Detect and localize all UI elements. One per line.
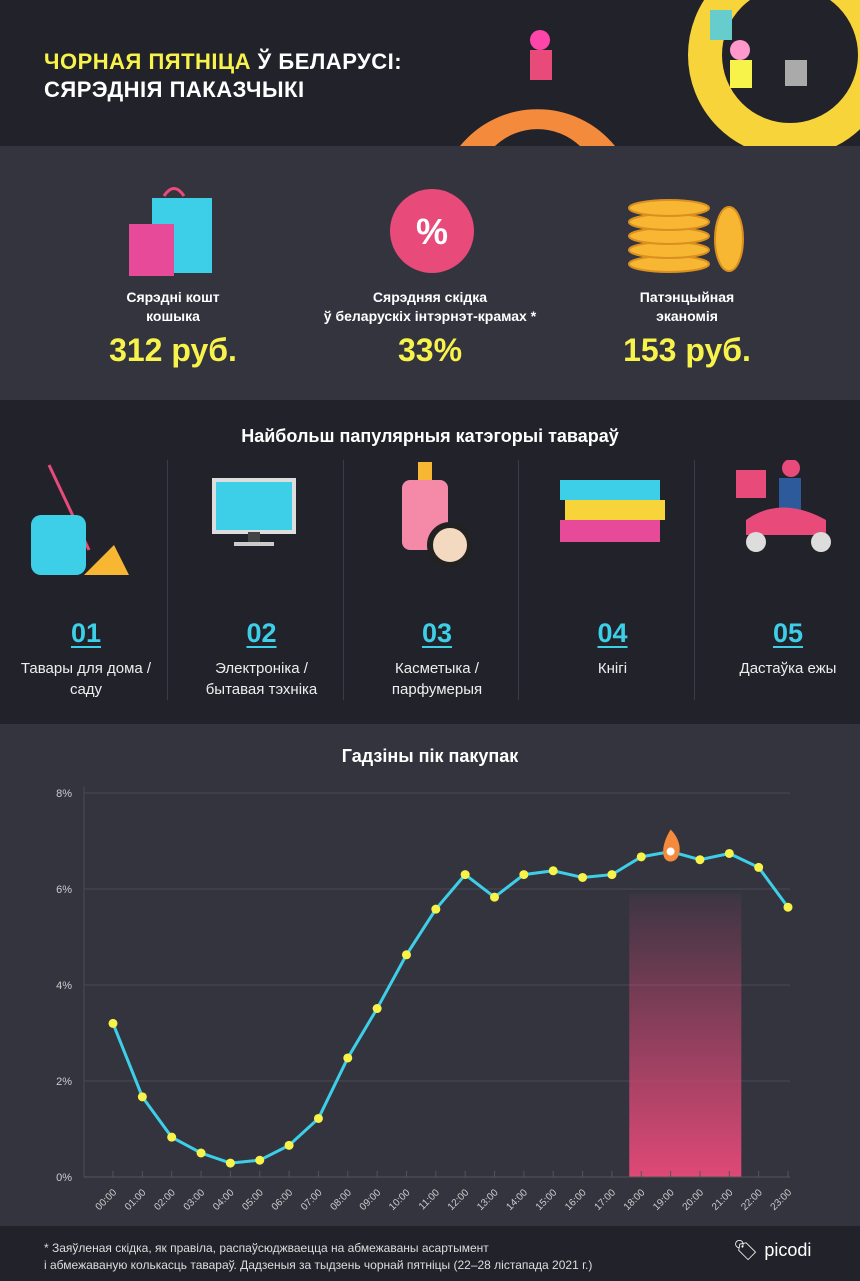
stat-value: 153 руб. <box>623 332 751 368</box>
x-tick-label: 03:00 <box>182 1187 208 1213</box>
stat-label: Патэнцыйная эканомія <box>639 289 735 324</box>
tag-icon: 🏷 <box>733 1240 759 1262</box>
picodi-logo: 🏷 picodi <box>733 1240 812 1262</box>
data-point-peak <box>666 847 675 856</box>
x-tick-label: 00:00 <box>94 1187 120 1213</box>
percent-badge-icon: % <box>390 189 474 273</box>
category-name: Электроніка / бытавая тэхніка <box>205 660 318 698</box>
y-tick-label: 2% <box>56 1076 72 1088</box>
coins-icon <box>628 199 744 273</box>
peak-highlight-band <box>629 893 742 1177</box>
data-point <box>167 1132 177 1142</box>
stat-label: Сярэдні кошт кошыка <box>126 289 220 324</box>
data-point <box>754 862 764 872</box>
data-point <box>578 872 588 882</box>
data-point <box>460 870 470 880</box>
y-tick-label: 8% <box>56 788 72 800</box>
data-point <box>607 870 617 880</box>
category-name: Кнігі <box>597 660 628 677</box>
stat-value: 312 руб. <box>109 332 237 368</box>
x-tick-label: 18:00 <box>622 1187 648 1213</box>
perfume-icon <box>401 462 473 568</box>
category-number: 01 <box>70 618 102 648</box>
x-tick-label: 06:00 <box>270 1187 296 1213</box>
data-point <box>343 1053 353 1063</box>
data-point <box>783 902 793 912</box>
category-name: Дастаўка ежы <box>739 660 837 677</box>
x-tick-label: 23:00 <box>769 1187 795 1213</box>
category-number: 03 <box>421 618 453 648</box>
chart-title: Гадзіны пік пакупак <box>341 746 519 766</box>
category-name: Тавары для дома / саду <box>20 660 152 698</box>
page-title: ЧОРНАЯ ПЯТНІЦА Ў БЕЛАРУСІ: СЯРЭДНІЯ ПАКА… <box>44 48 402 104</box>
x-tick-label: 11:00 <box>417 1187 442 1212</box>
x-tick-label: 12:00 <box>446 1187 472 1213</box>
y-tick-label: 4% <box>56 980 72 992</box>
data-point <box>490 892 500 902</box>
data-point <box>431 904 441 914</box>
x-tick-label: 04:00 <box>211 1187 237 1213</box>
categories-section: Найбольш папулярныя катэгорыі тавараў 01… <box>0 400 860 724</box>
stat-label: Сярэдняя скідка ў беларускіх інтэрнэт-кра… <box>323 289 537 324</box>
header: ЧОРНАЯ ПЯТНІЦА Ў БЕЛАРУСІ: СЯРЭДНІЯ ПАКА… <box>0 0 860 146</box>
data-point <box>255 1155 265 1165</box>
x-tick-label: 01:00 <box>123 1187 149 1213</box>
title-highlight: ЧОРНАЯ ПЯТНІЦА <box>44 49 251 74</box>
shoppers-illustration-icon <box>460 0 860 146</box>
data-point <box>137 1092 147 1102</box>
data-point <box>519 870 529 880</box>
data-point <box>196 1148 206 1158</box>
categories-title: Найбольш папулярныя катэгорыі тавараў <box>241 426 619 446</box>
x-tick-label: 21:00 <box>710 1187 736 1213</box>
shopping-bags-icon <box>129 187 212 276</box>
x-tick-label: 08:00 <box>328 1187 354 1213</box>
stats-section: Сярэдні кошт кошыка 312 руб. % Сярэдняя с… <box>0 146 860 400</box>
stat-value: 33% <box>397 332 463 368</box>
category-name: Касметыка / парфумерыя <box>391 660 483 698</box>
watering-can-broom-icon <box>30 464 129 575</box>
x-tick-label: 15:00 <box>534 1187 560 1213</box>
data-point <box>284 1140 294 1150</box>
data-point <box>401 950 411 960</box>
x-tick-label: 20:00 <box>681 1187 707 1213</box>
category-number: 02 <box>246 618 277 648</box>
x-tick-label: 09:00 <box>358 1187 384 1213</box>
x-tick-label: 19:00 <box>651 1187 677 1213</box>
data-point <box>225 1158 235 1168</box>
data-point <box>108 1018 118 1028</box>
data-point <box>313 1113 323 1123</box>
x-tick-label: 05:00 <box>240 1187 266 1213</box>
books-icon <box>560 480 665 542</box>
x-tick-label: 16:00 <box>563 1187 589 1213</box>
x-tick-label: 02:00 <box>152 1187 178 1213</box>
line-chart: 0% 2% 4% 6% 8% 00:00 01:00 02:00 03:00 04:00 05:00… <box>56 787 795 1213</box>
category-number: 04 <box>597 618 628 648</box>
x-tick-label: 14:00 <box>505 1187 531 1213</box>
data-point <box>372 1004 382 1014</box>
data-point <box>548 866 558 876</box>
x-tick-label: 22:00 <box>739 1187 765 1213</box>
delivery-scooter-icon <box>735 460 831 552</box>
chart-section: Гадзіны пік пакупак 0% 2% 4% 6% 8% 00:00 01:00… <box>0 724 860 1226</box>
svg-text:%: % <box>416 211 448 252</box>
x-tick-label: 17:00 <box>593 1187 619 1213</box>
x-tick-label: 07:00 <box>299 1187 325 1213</box>
category-number: 05 <box>772 618 804 648</box>
title-line2: СЯРЭДНІЯ ПАКАЗЧЫКІ <box>44 77 305 102</box>
data-point <box>695 855 705 865</box>
footnote: * Заяўленая скідка, як правіла, распаўсю… <box>44 1241 593 1272</box>
data-point <box>636 852 646 862</box>
title-rest: Ў БЕЛАРУСІ: <box>250 49 403 74</box>
data-point <box>724 848 734 858</box>
y-tick-label: 6% <box>56 884 72 896</box>
footer: * Заяўленая скідка, як правіла, распаўсю… <box>0 1226 860 1281</box>
monitor-icon <box>212 478 296 546</box>
x-tick-label: 10:00 <box>387 1187 413 1213</box>
y-tick-label: 0% <box>56 1172 72 1184</box>
fire-icon <box>663 829 680 862</box>
x-tick-label: 13:00 <box>475 1187 501 1213</box>
